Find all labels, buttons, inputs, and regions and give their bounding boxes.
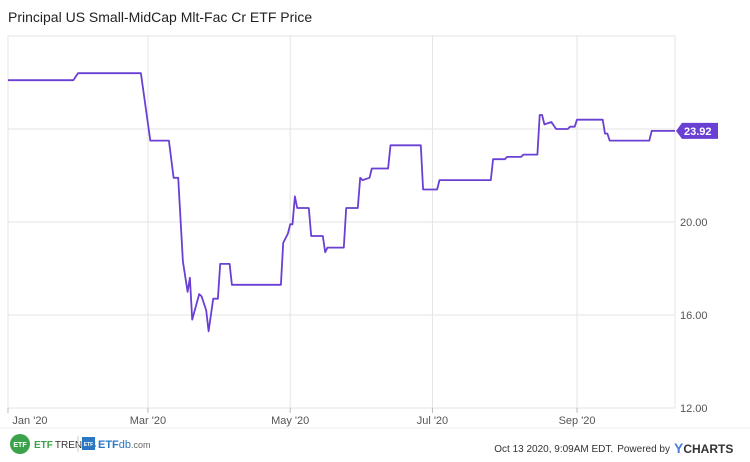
- etf-trends-logo-mark-text: ETF: [13, 442, 27, 449]
- ycharts-logo-rest: CHARTS: [683, 442, 733, 456]
- x-tick-label: Mar '20: [130, 415, 166, 427]
- ycharts-logo-y: Y: [674, 440, 684, 456]
- x-tick-label: May '20: [271, 415, 309, 427]
- last-value-badge-shape: [676, 122, 718, 139]
- etf-trends-logo-suffix: TRENDS: [55, 440, 96, 451]
- grid: [8, 36, 675, 409]
- series-line: [8, 72, 675, 333]
- etfdb-logo-db: db: [119, 439, 131, 451]
- y-tick-label: 16.00: [680, 310, 708, 322]
- y-tick-label: 12.00: [680, 403, 708, 415]
- etfdb-logo-suffix: .com: [131, 440, 151, 450]
- last-value-label: 23.92: [684, 126, 712, 138]
- etfdb-logo-mark: [82, 437, 95, 450]
- footer-timestamp: Oct 13 2020, 9:09AM EDT.: [494, 444, 613, 455]
- footer-credit: Oct 13 2020, 9:09AM EDT. Powered by: [494, 444, 670, 455]
- etf-trends-logo-text: ETF TRENDS: [34, 440, 96, 451]
- price-line: [8, 72, 675, 333]
- axis-ticks: Jan '20 Mar '20 May '20 Jul '20 Sep '20 12.00…: [7, 124, 708, 427]
- etfdb-logo-word: ETF: [98, 439, 119, 451]
- last-value-badge: 23.92: [676, 122, 718, 139]
- etf-trends-logo-mark: [10, 434, 30, 454]
- etf-trends-logo[interactable]: ETF ETF TRENDS: [10, 434, 96, 454]
- x-tick-label: Sep '20: [559, 415, 596, 427]
- etfdb-logo-text: ETFdb.com: [98, 439, 151, 451]
- x-tick-label: Jul '20: [417, 415, 448, 427]
- chart-title: Principal US Small-MidCap Mlt-Fac Cr ETF…: [8, 9, 312, 25]
- etfdb-logo[interactable]: ETF ETFdb.com: [82, 437, 151, 451]
- x-tick-label: Jan '20: [12, 415, 47, 427]
- ycharts-logo[interactable]: YCHARTS: [674, 440, 733, 456]
- footer-powered-by: Powered by: [617, 444, 670, 455]
- etfdb-logo-mark-text: ETF: [84, 442, 93, 448]
- y-tick-label: 20.00: [680, 217, 708, 229]
- etf-trends-logo-word: ETF: [34, 440, 53, 451]
